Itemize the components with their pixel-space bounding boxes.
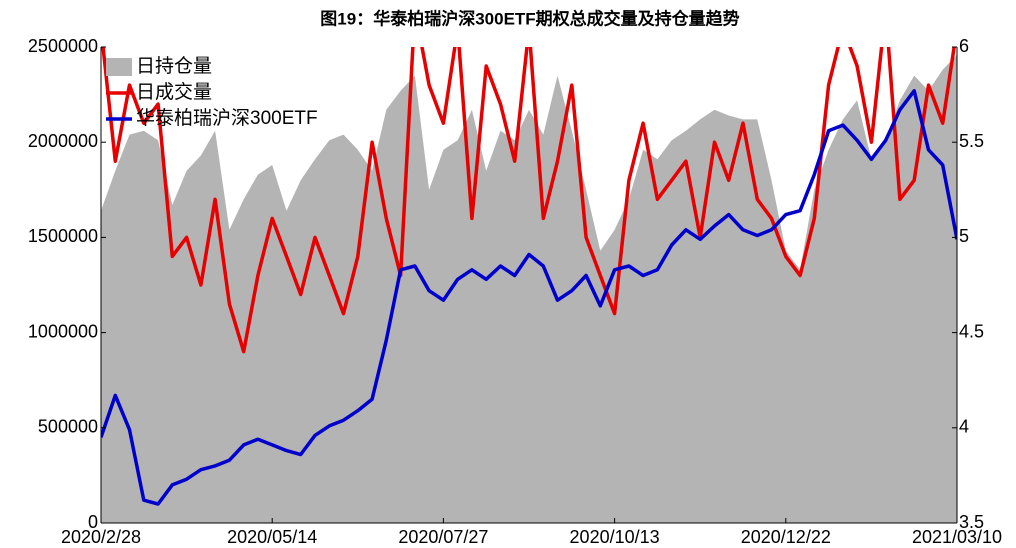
y-tick-label: 1000000 xyxy=(28,321,98,341)
x-tick-label: 2020/10/13 xyxy=(570,527,660,547)
y2-tick-label: 5.5 xyxy=(959,131,984,151)
x-tick-label: 2020/05/14 xyxy=(227,527,317,547)
y2-tick-label: 5 xyxy=(959,226,969,246)
x-tick-label: 2020/12/22 xyxy=(741,527,831,547)
y2-tick-label: 4 xyxy=(959,417,969,437)
legend-swatch xyxy=(106,58,132,76)
y-tick-label: 0 xyxy=(88,512,98,532)
y-tick-label: 2000000 xyxy=(28,131,98,151)
y2-tick-label: 6 xyxy=(959,36,969,56)
y-tick-label: 2500000 xyxy=(28,36,98,56)
x-tick-label: 2020/07/27 xyxy=(398,527,488,547)
chart-title: 图19：华泰柏瑞沪深300ETF期权总成交量及持仓量趋势 xyxy=(320,8,739,28)
area xyxy=(101,54,957,523)
legend-label: 日成交量 xyxy=(136,81,212,103)
legend-label: 华泰柏瑞沪深300ETF xyxy=(136,107,318,129)
plot-area xyxy=(101,47,957,523)
line xyxy=(101,89,957,506)
line xyxy=(101,47,956,354)
x-tick-label: 2021/03/10 xyxy=(912,527,1002,547)
y-tick-label: 1500000 xyxy=(28,226,98,246)
legend-label: 日持仓量 xyxy=(136,55,212,77)
y-tick-label: 500000 xyxy=(38,417,98,437)
x-tick-label: 2020/2/28 xyxy=(61,527,141,547)
y2-tick-label: 3.5 xyxy=(959,512,984,532)
y2-tick-label: 4.5 xyxy=(959,321,984,341)
